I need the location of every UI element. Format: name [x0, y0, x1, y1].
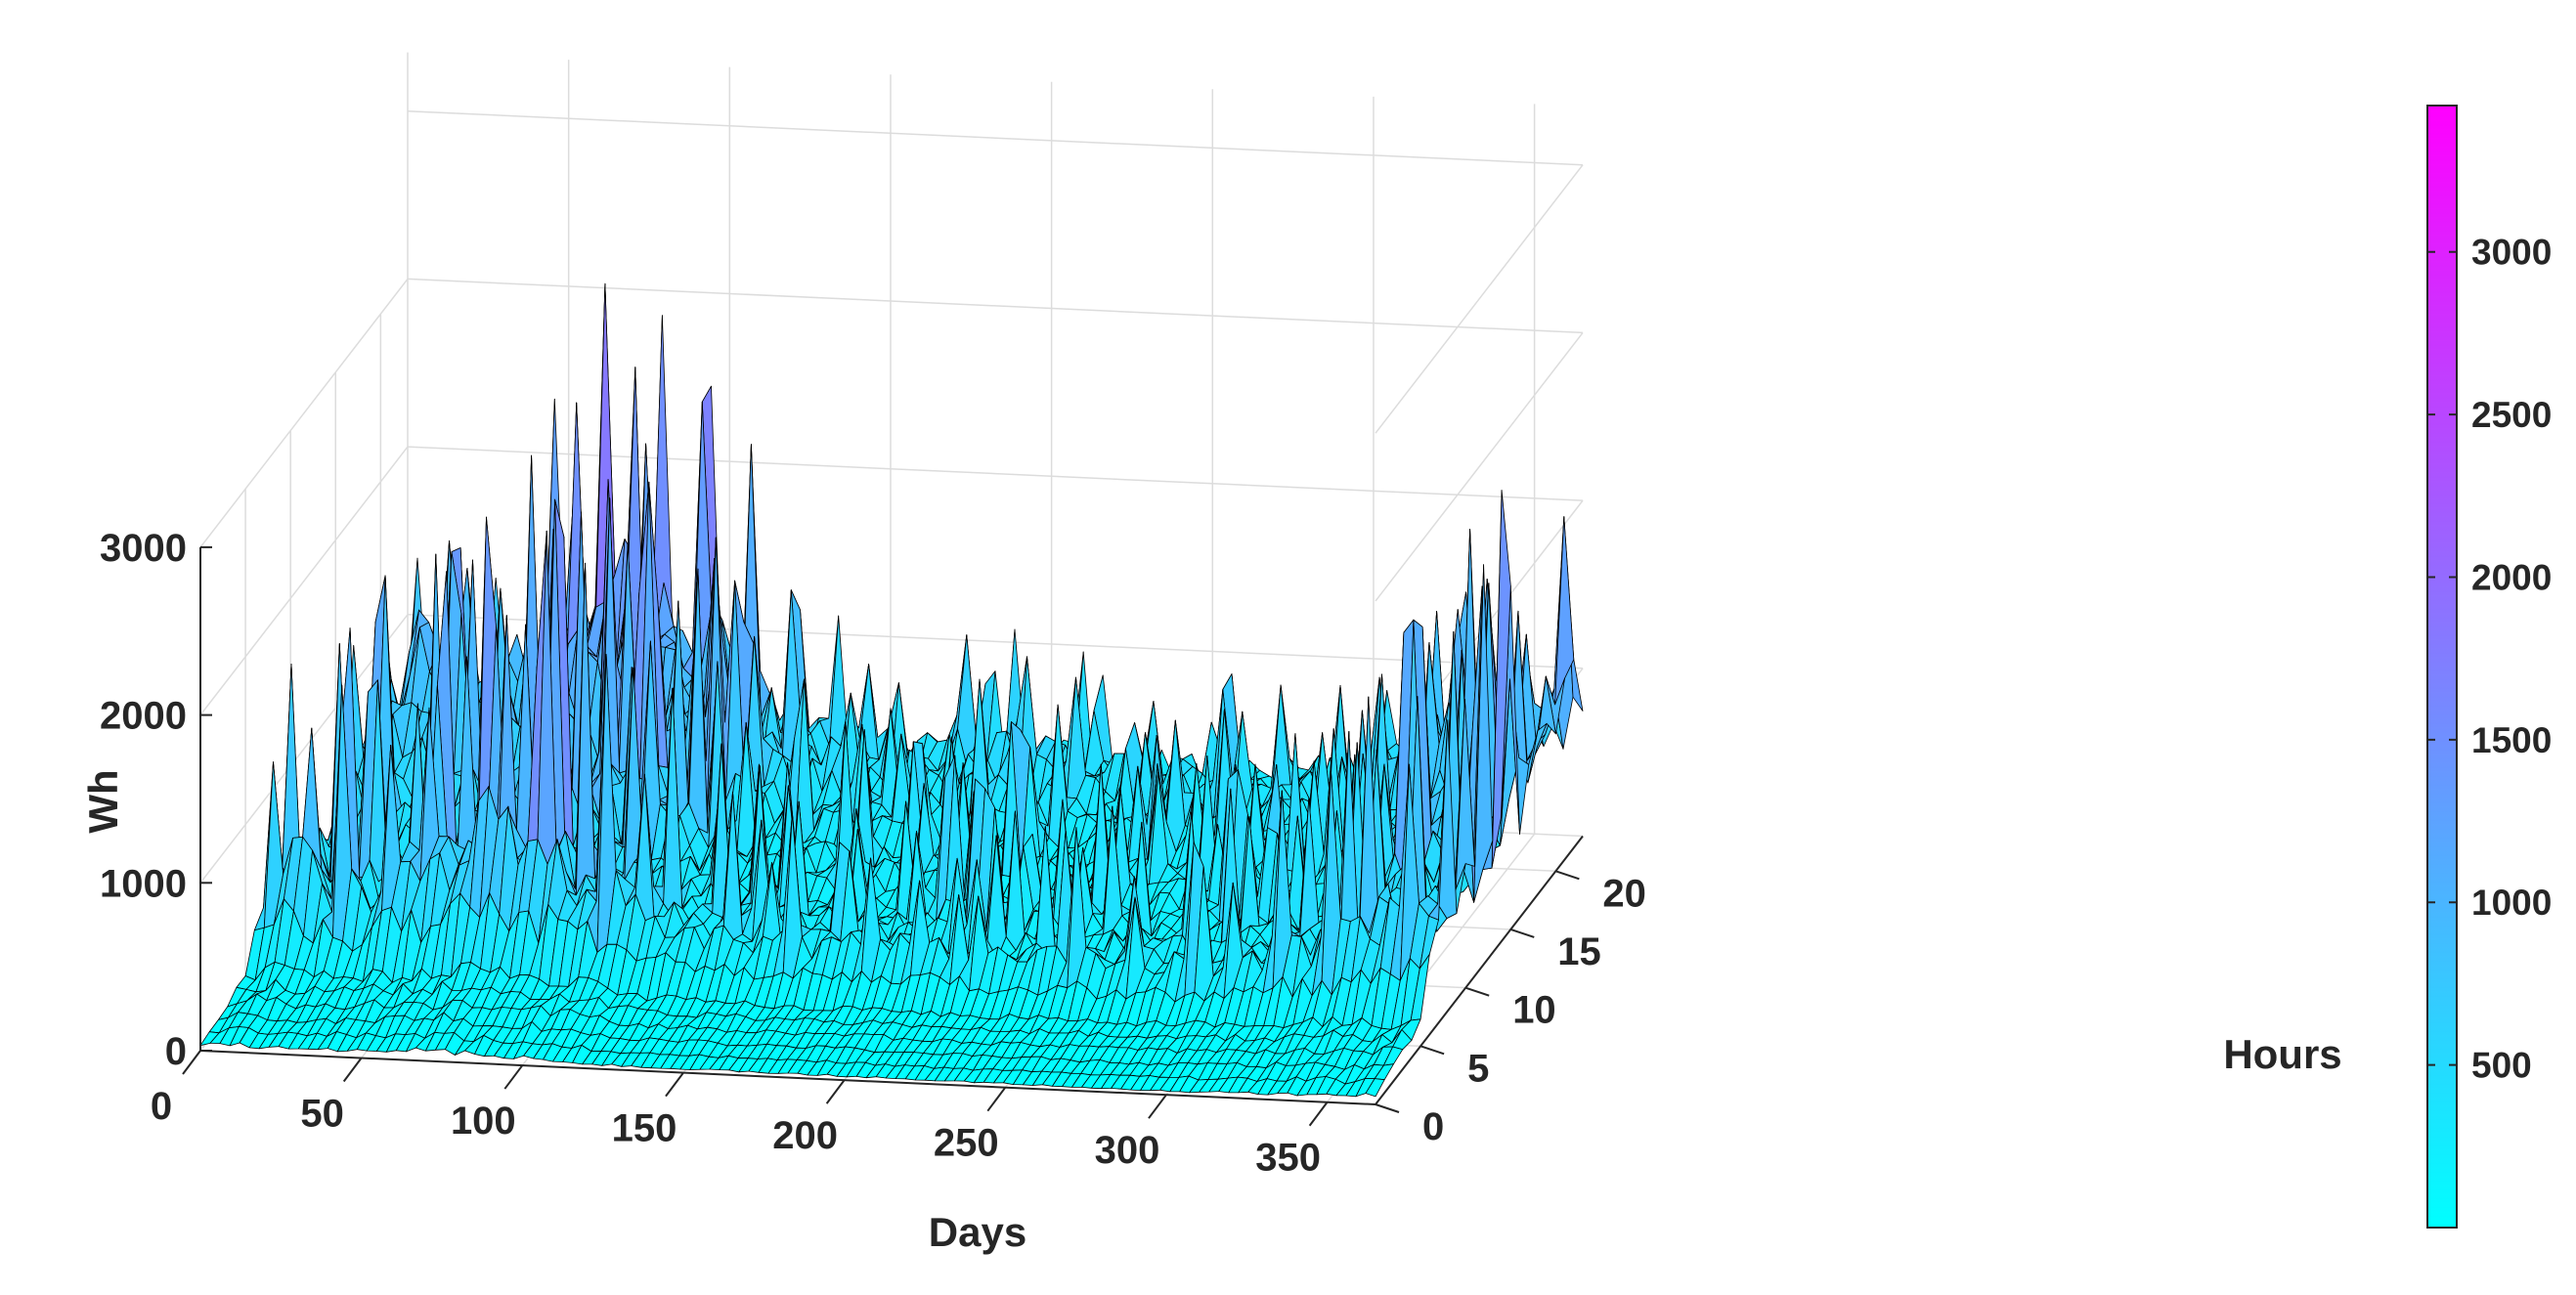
x-tick-label: 250 [934, 1122, 999, 1165]
colorbar-gradient [2426, 105, 2458, 1229]
colorbar-tick-label: 3000 [2471, 233, 2552, 273]
x-tick-label: 50 [300, 1093, 344, 1136]
x-tick-label: 300 [1095, 1129, 1160, 1172]
colorbar-tick-label: 2000 [2471, 557, 2552, 597]
y-tick-label: 10 [1512, 989, 1556, 1032]
z-axis-label: Wh [80, 769, 126, 833]
z-tick-label: 1000 [100, 862, 187, 905]
colorbar: 500 1000 1500 2000 2500 3000 [2426, 105, 2552, 1229]
colorbar-tick-label: 500 [2471, 1046, 2532, 1086]
colorbar-tick-label: 1000 [2471, 883, 2552, 923]
y-tick-label: 5 [1467, 1047, 1489, 1090]
y-tick-label: 0 [1422, 1105, 1444, 1148]
z-tick-label: 3000 [100, 527, 187, 570]
colorbar-tick-label: 2500 [2471, 395, 2552, 435]
z-tick-label: 2000 [100, 695, 187, 738]
surface-facet [1365, 1078, 1385, 1098]
y-tick-label: 20 [1602, 872, 1646, 915]
x-axis-label: Days [929, 1209, 1026, 1255]
surface-mesh [199, 282, 1584, 1098]
y-axis-label: Hours [2223, 1031, 2341, 1077]
y-tick-label: 15 [1557, 930, 1601, 973]
z-tick-label: 0 [165, 1030, 187, 1073]
x-tick-label: 200 [772, 1114, 838, 1157]
x-tick-label: 100 [451, 1100, 516, 1143]
x-tick-label: 350 [1255, 1137, 1321, 1180]
x-tick-label: 0 [151, 1085, 172, 1128]
colorbar-tick-label: 1500 [2471, 720, 2552, 760]
x-tick-label: 150 [612, 1107, 677, 1150]
